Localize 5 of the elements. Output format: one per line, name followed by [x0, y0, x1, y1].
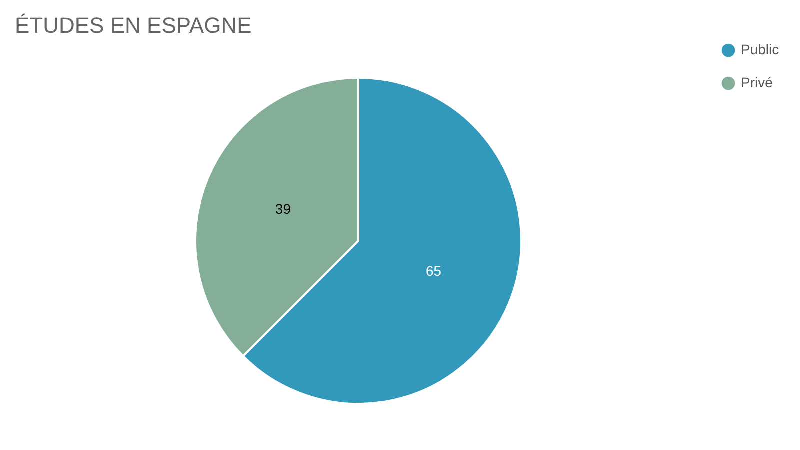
legend-label: Privé	[741, 74, 774, 90]
legend-label: Public	[741, 42, 780, 58]
data-label: 65	[426, 263, 442, 280]
data-label: 39	[275, 200, 292, 217]
chart-title: ÉTUDES EN ESPAGNE	[15, 13, 252, 38]
